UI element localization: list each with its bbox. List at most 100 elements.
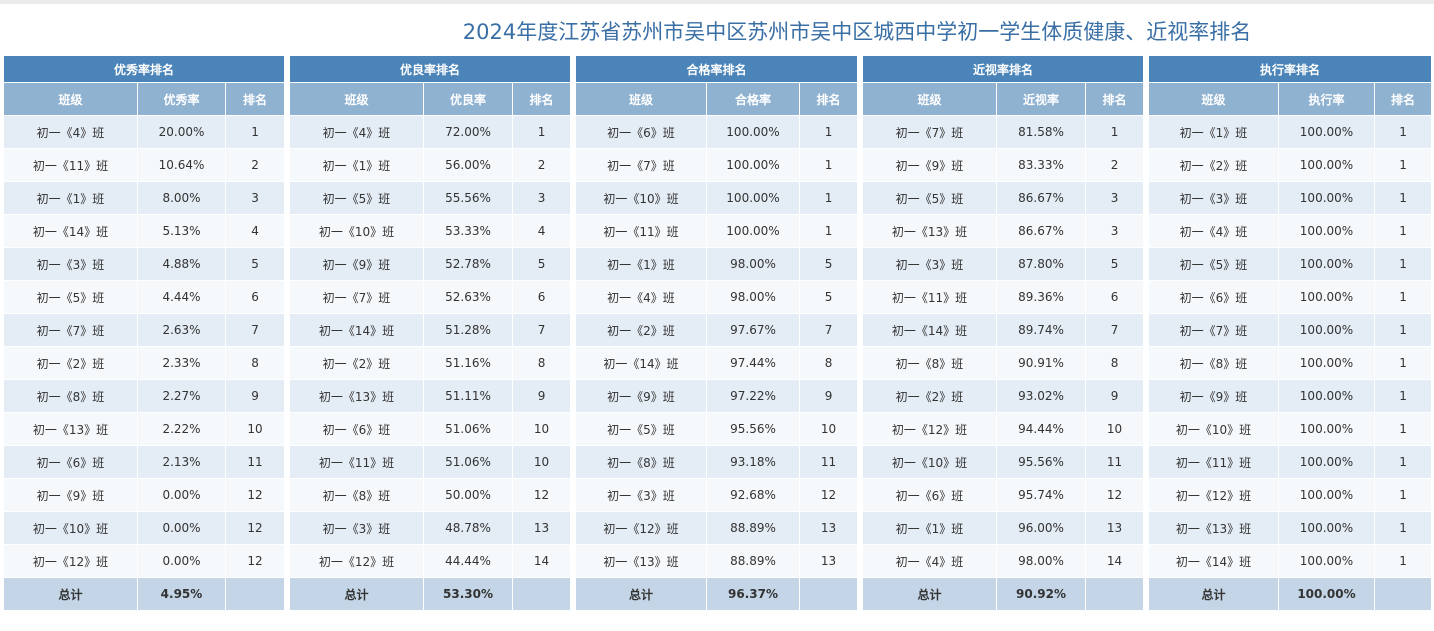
table-title: 执行率排名 <box>1147 55 1433 83</box>
rate-cell: 20.00% <box>137 115 226 149</box>
table-title: 优秀率排名 <box>2 55 286 83</box>
rate-cell: 0.00% <box>137 511 226 545</box>
total-row: 总计 53.30% <box>289 577 572 611</box>
table-row: 初一《13》班 51.11% 9 <box>289 379 572 413</box>
table-row: 初一《4》班 20.00% 1 <box>3 115 286 149</box>
class-name-cell: 初一《14》班 <box>1148 544 1279 578</box>
table-row: 初一《8》班 93.18% 11 <box>575 445 859 479</box>
rank-cell: 1 <box>224 115 286 149</box>
top-strip <box>0 0 1434 4</box>
table-row: 初一《7》班 2.63% 7 <box>3 313 286 347</box>
table-row: 初一《7》班 100.00% 1 <box>575 148 859 182</box>
column-header-class: 班级 <box>289 82 424 116</box>
rate-cell: 93.02% <box>996 379 1086 413</box>
table-row: 初一《3》班 92.68% 12 <box>575 478 859 512</box>
rank-cell: 9 <box>798 379 859 413</box>
rate-cell: 86.67% <box>996 181 1086 215</box>
rank-cell: 1 <box>798 115 859 149</box>
class-name-cell: 初一《11》班 <box>575 214 707 248</box>
table-row: 初一《2》班 2.33% 8 <box>3 346 286 380</box>
class-name-cell: 初一《14》班 <box>575 346 707 380</box>
rank-cell: 7 <box>511 313 572 347</box>
table-row: 初一《2》班 97.67% 7 <box>575 313 859 347</box>
rank-cell: 14 <box>511 544 572 578</box>
rate-cell: 4.88% <box>137 247 226 281</box>
rate-cell: 100.00% <box>1278 544 1375 578</box>
class-name-cell: 初一《3》班 <box>575 478 707 512</box>
table-row: 初一《5》班 4.44% 6 <box>3 280 286 314</box>
column-header-rank: 排名 <box>511 82 572 116</box>
column-header-rate: 优良率 <box>423 82 513 116</box>
class-name-cell: 初一《8》班 <box>3 379 138 413</box>
rate-cell: 52.63% <box>423 280 513 314</box>
rank-cell: 12 <box>798 478 859 512</box>
class-name-cell: 初一《10》班 <box>3 511 138 545</box>
total-value: 90.92% <box>996 577 1086 611</box>
class-name-cell: 初一《4》班 <box>862 544 997 578</box>
table-row: 初一《2》班 93.02% 9 <box>862 379 1145 413</box>
table-row: 初一《10》班 53.33% 4 <box>289 214 572 248</box>
class-name-cell: 初一《8》班 <box>575 445 707 479</box>
table-row: 初一《2》班 100.00% 1 <box>1148 148 1433 182</box>
total-rank-empty <box>1084 577 1145 611</box>
rank-cell: 13 <box>1084 511 1145 545</box>
rank-cell: 1 <box>1373 313 1433 347</box>
column-header-class: 班级 <box>1148 82 1279 116</box>
class-name-cell: 初一《4》班 <box>3 115 138 149</box>
table-row: 初一《5》班 95.56% 10 <box>575 412 859 446</box>
table-row: 初一《6》班 100.00% 1 <box>1148 280 1433 314</box>
rank-cell: 11 <box>224 445 286 479</box>
class-name-cell: 初一《8》班 <box>862 346 997 380</box>
rate-cell: 89.36% <box>996 280 1086 314</box>
table-row: 初一《10》班 0.00% 12 <box>3 511 286 545</box>
rate-cell: 100.00% <box>1278 445 1375 479</box>
excellence-rate-ranking-table: 优秀率排名 班级 优秀率 排名 初一《4》班 20.00% 1 初一《11》班 10.6… <box>2 55 286 611</box>
class-name-cell: 初一《7》班 <box>575 148 707 182</box>
table-row: 初一《4》班 98.00% 14 <box>862 544 1145 578</box>
rank-cell: 7 <box>1084 313 1145 347</box>
rank-cell: 12 <box>224 478 286 512</box>
table-row: 初一《1》班 100.00% 1 <box>1148 115 1433 149</box>
table-row: 初一《3》班 48.78% 13 <box>289 511 572 545</box>
table-row: 初一《13》班 2.22% 10 <box>3 412 286 446</box>
rate-cell: 0.00% <box>137 478 226 512</box>
rank-cell: 1 <box>1373 478 1433 512</box>
rank-cell: 3 <box>511 181 572 215</box>
rank-cell: 3 <box>1084 214 1145 248</box>
rate-cell: 100.00% <box>1278 511 1375 545</box>
table-row: 初一《5》班 86.67% 3 <box>862 181 1145 215</box>
total-value: 4.95% <box>137 577 226 611</box>
rank-cell: 12 <box>224 511 286 545</box>
rank-cell: 12 <box>224 544 286 578</box>
column-header-class: 班级 <box>575 82 707 116</box>
table-row: 初一《14》班 5.13% 4 <box>3 214 286 248</box>
class-name-cell: 初一《5》班 <box>3 280 138 314</box>
rate-cell: 72.00% <box>423 115 513 149</box>
rate-cell: 0.00% <box>137 544 226 578</box>
rate-cell: 93.18% <box>706 445 800 479</box>
rank-cell: 5 <box>1084 247 1145 281</box>
class-name-cell: 初一《6》班 <box>575 115 707 149</box>
rank-cell: 5 <box>511 247 572 281</box>
table-row: 初一《4》班 100.00% 1 <box>1148 214 1433 248</box>
rate-cell: 83.33% <box>996 148 1086 182</box>
table-title: 优良率排名 <box>288 55 572 83</box>
class-name-cell: 初一《12》班 <box>862 412 997 446</box>
class-name-cell: 初一《5》班 <box>1148 247 1279 281</box>
rate-cell: 2.63% <box>137 313 226 347</box>
rank-cell: 10 <box>511 445 572 479</box>
rank-cell: 9 <box>511 379 572 413</box>
table-row: 初一《1》班 8.00% 3 <box>3 181 286 215</box>
table-row: 初一《12》班 100.00% 1 <box>1148 478 1433 512</box>
rank-cell: 13 <box>511 511 572 545</box>
total-rank-empty <box>798 577 859 611</box>
table-row: 初一《10》班 100.00% 1 <box>575 181 859 215</box>
rate-cell: 100.00% <box>706 148 800 182</box>
rate-cell: 50.00% <box>423 478 513 512</box>
rate-cell: 51.16% <box>423 346 513 380</box>
rank-cell: 8 <box>224 346 286 380</box>
rank-cell: 1 <box>1373 379 1433 413</box>
rank-cell: 6 <box>1084 280 1145 314</box>
rate-cell: 97.22% <box>706 379 800 413</box>
rate-cell: 100.00% <box>706 115 800 149</box>
